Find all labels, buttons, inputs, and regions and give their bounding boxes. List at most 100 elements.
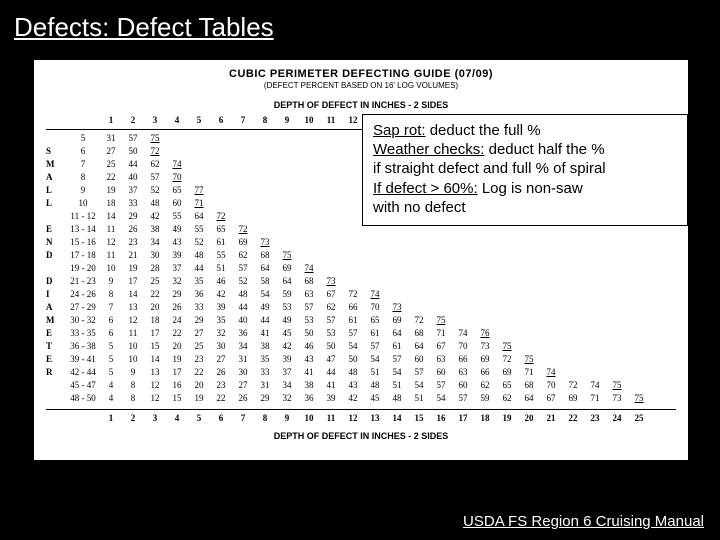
data-cell: 19 [122, 262, 144, 275]
diameter-label: 24 - 26 [66, 288, 100, 301]
data-cell: 16 [166, 379, 188, 392]
data-cell: 48 [232, 288, 254, 301]
data-cell: 54 [342, 340, 364, 353]
side-label: T [46, 340, 66, 353]
annotation-line-5: with no defect [373, 198, 677, 217]
data-cell: 50 [320, 340, 342, 353]
data-cell: 54 [408, 379, 430, 392]
bottom-axis-label: DEPTH OF DEFECT IN INCHES - 2 SIDES [46, 431, 676, 441]
table-row: D21 - 23917253235465258646873 [46, 275, 676, 288]
data-cell: 72 [232, 223, 254, 236]
data-cell: 17 [166, 366, 188, 379]
data-cell: 50 [298, 327, 320, 340]
data-cell: 32 [276, 392, 298, 405]
diameter-label: 21 - 23 [66, 275, 100, 288]
data-cell: 57 [452, 392, 474, 405]
data-cell: 24 [166, 314, 188, 327]
col-footer: 16 [430, 412, 452, 425]
table-row: M30 - 326121824293540444953576165697275 [46, 314, 676, 327]
data-cell: 31 [100, 132, 122, 145]
table-row: 45 - 47481216202327313438414348515457606… [46, 379, 676, 392]
data-cell: 39 [276, 353, 298, 366]
data-cell: 57 [320, 314, 342, 327]
data-cell: 37 [276, 366, 298, 379]
data-cell: 50 [122, 145, 144, 158]
col-header: 2 [122, 114, 144, 127]
data-cell: 65 [496, 379, 518, 392]
data-cell: 10 [122, 340, 144, 353]
data-cell: 52 [144, 184, 166, 197]
data-cell: 30 [210, 340, 232, 353]
data-cell: 6 [100, 327, 122, 340]
data-cell: 42 [342, 392, 364, 405]
col-footer: 3 [144, 412, 166, 425]
data-cell: 66 [452, 353, 474, 366]
data-cell: 20 [188, 379, 210, 392]
data-cell: 20 [144, 301, 166, 314]
data-cell: 62 [320, 301, 342, 314]
diameter-label: 36 - 38 [66, 340, 100, 353]
data-cell: 43 [298, 353, 320, 366]
data-cell: 74 [364, 288, 386, 301]
data-cell: 67 [320, 288, 342, 301]
data-cell: 10 [122, 353, 144, 366]
data-cell: 57 [144, 171, 166, 184]
data-cell: 43 [342, 379, 364, 392]
table-row: 19 - 2010192837445157646974 [46, 262, 676, 275]
title-prefix: Defects: [14, 12, 109, 42]
data-cell: 40 [122, 171, 144, 184]
data-cell: 17 [122, 275, 144, 288]
table-row: D17 - 18112130394855626875 [46, 249, 676, 262]
diameter-label: 42 - 44 [66, 366, 100, 379]
data-cell: 39 [320, 392, 342, 405]
data-cell: 31 [232, 353, 254, 366]
data-cell: 14 [100, 210, 122, 223]
data-cell: 54 [254, 288, 276, 301]
data-cell: 23 [210, 379, 232, 392]
data-cell: 69 [276, 262, 298, 275]
annotation-line-3: if straight defect and full % of spiral [373, 159, 677, 178]
data-cell: 59 [276, 288, 298, 301]
data-cell: 65 [364, 314, 386, 327]
side-label: M [46, 314, 66, 327]
col-header: 7 [232, 114, 254, 127]
data-cell: 48 [144, 197, 166, 210]
data-cell: 21 [122, 249, 144, 262]
table-row: N15 - 161223344352616973 [46, 236, 676, 249]
data-cell: 57 [122, 132, 144, 145]
data-cell: 58 [254, 275, 276, 288]
col-footer: 4 [166, 412, 188, 425]
top-axis-label: DEPTH OF DEFECT IN INCHES - 2 SIDES [46, 100, 676, 110]
side-label: R [46, 366, 66, 379]
table-row: E39 - 4151014192327313539434750545760636… [46, 353, 676, 366]
data-cell: 47 [320, 353, 342, 366]
data-cell: 43 [166, 236, 188, 249]
data-cell: 32 [166, 275, 188, 288]
data-cell: 41 [298, 366, 320, 379]
col-footer: 24 [606, 412, 628, 425]
side-label: E [46, 223, 66, 236]
data-cell: 74 [298, 262, 320, 275]
annotation-line-4: If defect > 60%: Log is non-saw [373, 179, 677, 198]
data-cell: 29 [166, 288, 188, 301]
col-footer: 22 [562, 412, 584, 425]
col-footer: 19 [496, 412, 518, 425]
annotation-line-1: Sap rot: deduct the full % [373, 121, 677, 140]
data-cell: 36 [188, 288, 210, 301]
table-row: R42 - 4459131722263033374144485154576063… [46, 366, 676, 379]
data-cell: 25 [188, 340, 210, 353]
data-cell: 15 [144, 340, 166, 353]
data-cell: 61 [210, 236, 232, 249]
data-cell: 33 [188, 301, 210, 314]
data-cell: 68 [298, 275, 320, 288]
col-header: 6 [210, 114, 232, 127]
data-cell: 69 [496, 366, 518, 379]
data-cell: 29 [254, 392, 276, 405]
col-footer: 12 [342, 412, 364, 425]
data-cell: 75 [496, 340, 518, 353]
data-cell: 49 [166, 223, 188, 236]
data-cell: 22 [100, 171, 122, 184]
col-footer: 2 [122, 412, 144, 425]
diameter-label: 6 [66, 145, 100, 158]
data-cell: 75 [144, 132, 166, 145]
